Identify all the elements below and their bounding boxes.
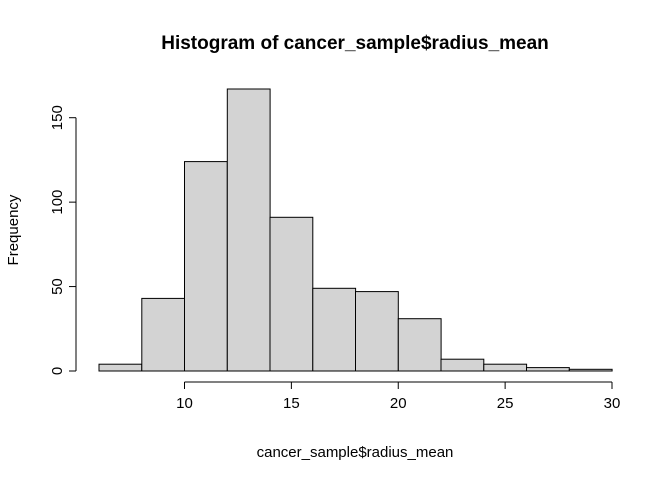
histogram-bar-4: [269, 216, 314, 372]
y-tick-label-3: 150: [49, 105, 66, 130]
y-tick-label-0: 0: [49, 367, 66, 375]
x-tick-label-0: 10: [176, 395, 193, 412]
y-axis: 0 50 100 150: [49, 105, 77, 375]
histogram-bar-1: [141, 297, 186, 372]
y-tick-label-2: 100: [49, 190, 66, 215]
histogram-bar-8: [440, 358, 485, 372]
x-tick-label-3: 25: [497, 395, 514, 412]
histogram-bar-5: [312, 287, 357, 372]
histogram-bar-10: [526, 367, 570, 372]
x-axis-label: cancer_sample$radius_mean: [257, 444, 454, 461]
histogram-bar-2: [184, 161, 228, 372]
histogram-bar-9: [483, 363, 528, 372]
y-tick-label-1: 50: [49, 278, 66, 295]
histogram-bar-7: [397, 318, 442, 372]
x-tick-label-1: 15: [283, 395, 300, 412]
y-axis-label: Frequency: [5, 194, 22, 265]
bars-group: [98, 88, 613, 372]
chart-title: Histogram of cancer_sample$radius_mean: [161, 33, 549, 54]
histogram-bar-3: [226, 88, 271, 372]
x-axis: 10 15 20 25 30: [176, 381, 621, 412]
histogram-bar-6: [355, 291, 399, 372]
x-tick-label-4: 30: [604, 395, 621, 412]
histogram-bar-0: [98, 363, 143, 372]
histogram-bar-11: [568, 368, 613, 372]
x-tick-label-2: 20: [390, 395, 407, 412]
